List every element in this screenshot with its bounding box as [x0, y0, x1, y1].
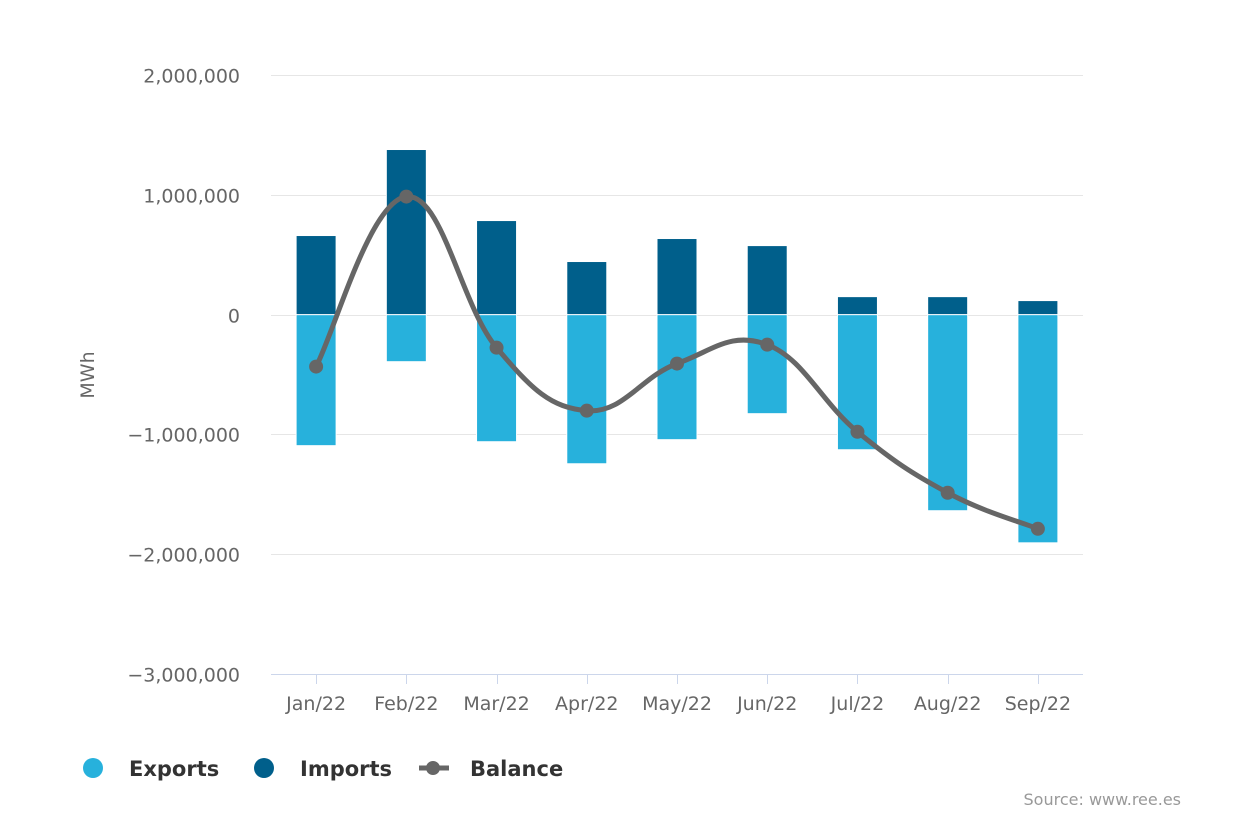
imports-bar[interactable] — [656, 238, 698, 316]
balance-point[interactable] — [309, 359, 324, 374]
y-tick-label: 0 — [228, 306, 240, 328]
y-axis-label: MWh — [77, 351, 99, 398]
exports-bar[interactable] — [1017, 314, 1059, 544]
exports-bar[interactable] — [656, 314, 698, 441]
legend-label: Balance — [470, 757, 563, 781]
x-tick-label: Feb/22 — [374, 693, 438, 715]
balance-point[interactable] — [760, 337, 775, 352]
x-tick-label: Sep/22 — [1005, 693, 1071, 715]
balance-point[interactable] — [850, 424, 865, 439]
legend-marker-icon — [254, 758, 274, 778]
balance-point[interactable] — [1030, 521, 1045, 536]
imports-bar[interactable] — [1017, 300, 1059, 316]
x-tick-label: Mar/22 — [463, 693, 529, 715]
x-tick-label: Jul/22 — [830, 693, 885, 715]
x-tick-label: Jan/22 — [285, 693, 346, 715]
imports-bar[interactable] — [746, 245, 788, 316]
legend: Exports Imports Balance — [83, 757, 563, 781]
y-tick-label: −2,000,000 — [127, 545, 240, 567]
x-tick-label: Aug/22 — [914, 693, 982, 715]
imports-bar[interactable] — [295, 235, 337, 316]
imports-bar[interactable] — [836, 296, 878, 316]
balance-line — [309, 189, 1045, 536]
legend-label: Exports — [129, 757, 219, 781]
legend-item-balance[interactable]: Balance — [419, 757, 563, 781]
bars — [295, 149, 1059, 544]
imports-bar[interactable] — [566, 261, 608, 316]
imports-bar[interactable] — [385, 149, 427, 316]
balance-point[interactable] — [399, 189, 414, 204]
exports-bar[interactable] — [746, 314, 788, 415]
y-tick-label: −1,000,000 — [127, 425, 240, 447]
balance-point[interactable] — [489, 340, 504, 355]
legend-marker-icon — [83, 758, 103, 778]
imports-bar[interactable] — [927, 296, 969, 316]
y-axis-ticks: 2,000,000 1,000,000 0 −1,000,000 −2,000,000 −… — [127, 66, 240, 687]
legend-label: Imports — [300, 757, 392, 781]
x-tick-label: May/22 — [642, 693, 712, 715]
legend-marker-icon — [426, 761, 440, 775]
x-tick-label: Apr/22 — [555, 693, 618, 715]
y-tick-label: −3,000,000 — [127, 665, 240, 687]
legend-item-exports[interactable]: Exports — [83, 757, 219, 781]
legend-item-imports[interactable]: Imports — [254, 757, 392, 781]
x-axis-ticks: Jan/22 Feb/22 Mar/22 Apr/22 May/22 Jun/22 Jul/… — [285, 674, 1071, 715]
y-tick-label: 1,000,000 — [143, 186, 240, 208]
balance-point[interactable] — [579, 403, 594, 418]
balance-point[interactable] — [670, 356, 684, 371]
source-credit[interactable]: Source: www.ree.es — [1024, 790, 1181, 809]
exports-bar[interactable] — [385, 314, 427, 363]
x-tick-label: Jun/22 — [736, 693, 797, 715]
imports-bar[interactable] — [476, 220, 518, 316]
y-tick-label: 2,000,000 — [143, 66, 240, 88]
exports-bar[interactable] — [476, 314, 518, 443]
exports-bar[interactable] — [927, 314, 969, 512]
balance-point[interactable] — [940, 485, 955, 500]
exports-bar[interactable] — [566, 314, 608, 465]
